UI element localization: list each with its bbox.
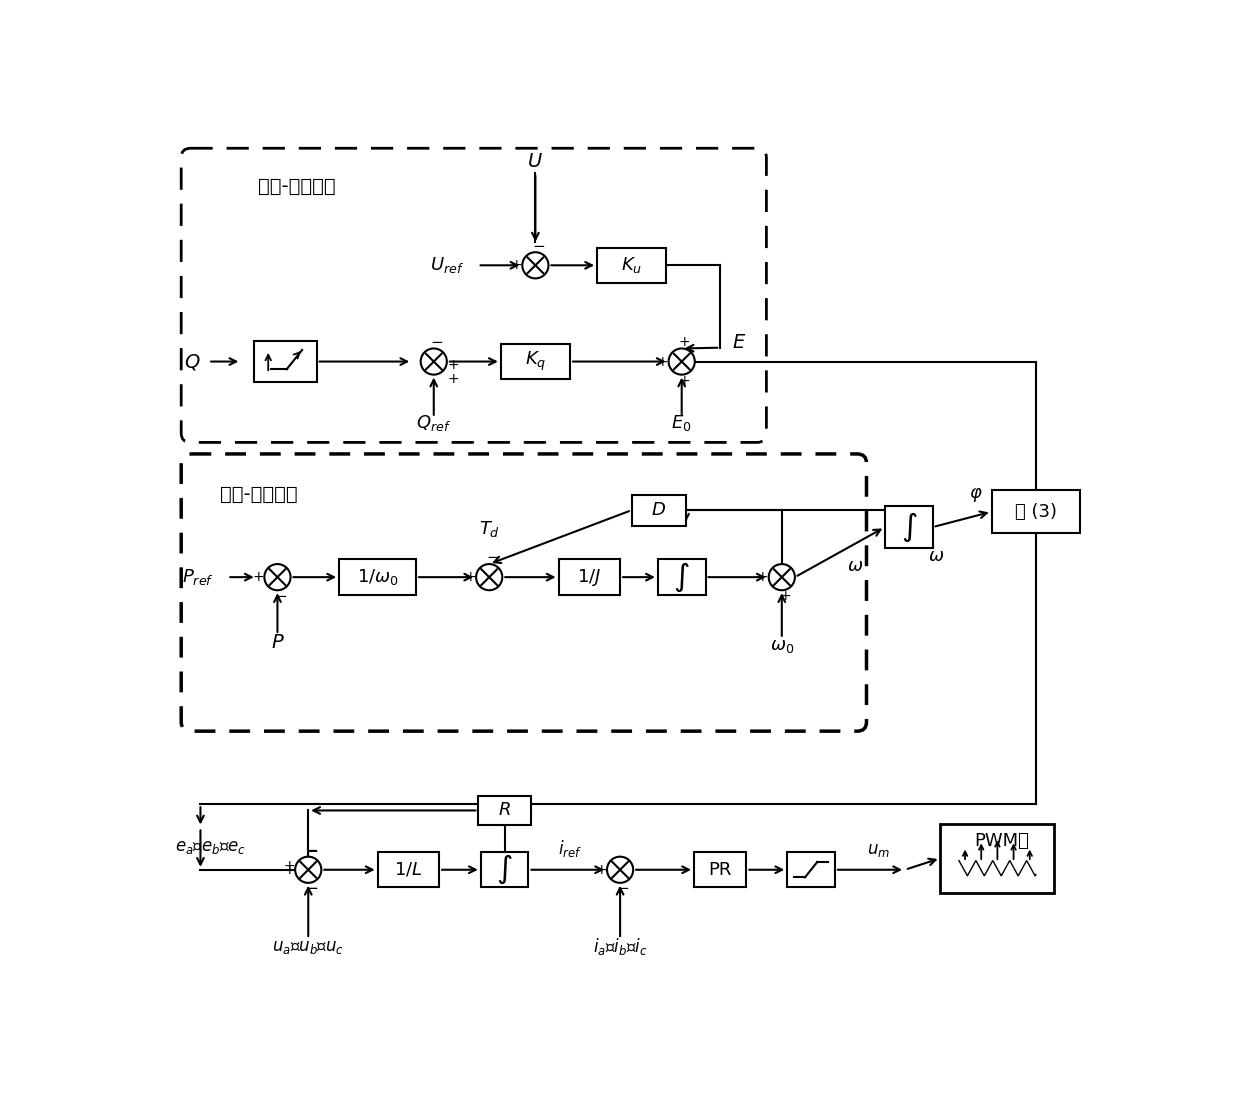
Text: −: − — [305, 843, 317, 859]
Text: $K_u$: $K_u$ — [621, 255, 642, 276]
Text: $1/\omega_0$: $1/\omega_0$ — [357, 567, 398, 587]
Bar — [992, 491, 1080, 533]
Bar — [377, 852, 439, 887]
Text: −: − — [430, 335, 443, 349]
Text: $1/J$: $1/J$ — [577, 567, 601, 588]
Text: $U_{ref}$: $U_{ref}$ — [430, 255, 464, 276]
Text: $P$: $P$ — [270, 633, 284, 652]
Text: +: + — [464, 570, 476, 585]
Text: +: + — [284, 859, 295, 872]
Bar — [658, 559, 706, 595]
Circle shape — [420, 348, 446, 374]
Text: $R$: $R$ — [498, 802, 511, 820]
Text: 式 (3): 式 (3) — [1014, 503, 1056, 521]
Text: $i_{ref}$: $i_{ref}$ — [558, 839, 582, 859]
Text: −: − — [616, 881, 630, 896]
Circle shape — [295, 857, 321, 883]
Bar — [787, 852, 835, 887]
Text: −: − — [305, 843, 317, 858]
Circle shape — [769, 564, 795, 590]
Text: $1/L$: $1/L$ — [394, 861, 423, 879]
Text: $\omega_0$: $\omega_0$ — [770, 637, 794, 655]
Circle shape — [476, 564, 502, 590]
Text: +: + — [511, 259, 522, 272]
Text: $\omega$: $\omega$ — [928, 548, 944, 566]
Bar — [479, 796, 531, 825]
Text: $\int$: $\int$ — [496, 853, 513, 886]
Text: $\omega$: $\omega$ — [847, 557, 863, 575]
Text: +: + — [779, 589, 791, 604]
Text: 无功-电压控制: 无功-电压控制 — [258, 177, 336, 196]
Text: +: + — [253, 570, 264, 585]
Text: −: − — [486, 550, 498, 566]
Text: $Q$: $Q$ — [185, 352, 201, 372]
Text: $U$: $U$ — [527, 152, 543, 171]
Circle shape — [668, 348, 694, 374]
Text: $D$: $D$ — [651, 501, 666, 520]
Bar — [596, 248, 666, 283]
Bar — [694, 852, 746, 887]
Text: $P_{ref}$: $P_{ref}$ — [182, 567, 215, 587]
Text: −: − — [532, 239, 544, 253]
Circle shape — [608, 857, 634, 883]
Text: −: − — [305, 881, 317, 896]
Text: $i_a$、$i_b$、$i_c$: $i_a$、$i_b$、$i_c$ — [593, 936, 647, 958]
Text: −: − — [274, 589, 286, 604]
Circle shape — [522, 252, 548, 279]
Text: $E_0$: $E_0$ — [671, 413, 692, 433]
FancyBboxPatch shape — [181, 148, 766, 442]
Bar — [253, 340, 316, 382]
Bar — [885, 506, 932, 548]
FancyBboxPatch shape — [181, 454, 867, 731]
Text: +: + — [283, 862, 295, 877]
Text: $T_d$: $T_d$ — [479, 519, 500, 539]
Text: PWM波: PWM波 — [973, 832, 1029, 850]
Text: +: + — [756, 570, 769, 585]
Bar — [940, 823, 1054, 893]
Text: $\int$: $\int$ — [673, 560, 689, 594]
Text: +: + — [595, 862, 606, 877]
Bar — [501, 344, 570, 380]
Text: +: + — [680, 335, 691, 349]
Text: $u_a$、$u_b$、$u_c$: $u_a$、$u_b$、$u_c$ — [273, 937, 345, 955]
Text: PR: PR — [708, 861, 732, 879]
Text: $\varphi$: $\varphi$ — [968, 486, 982, 504]
Text: $K_q$: $K_q$ — [525, 349, 546, 373]
Text: $\int$: $\int$ — [900, 511, 918, 543]
Circle shape — [264, 564, 290, 590]
Bar — [631, 495, 686, 525]
Text: +: + — [448, 358, 459, 372]
Bar — [339, 559, 417, 595]
Bar — [481, 852, 528, 887]
Text: $Q_{ref}$: $Q_{ref}$ — [417, 413, 451, 433]
Text: $E$: $E$ — [733, 333, 746, 352]
Text: +: + — [657, 355, 668, 368]
Text: $e_a$、$e_b$、$e_c$: $e_a$、$e_b$、$e_c$ — [175, 838, 246, 856]
Bar — [558, 559, 620, 595]
Text: 有功-频率控制: 有功-频率控制 — [219, 485, 298, 504]
Text: −: − — [305, 880, 317, 896]
Text: +: + — [448, 372, 459, 386]
Text: +: + — [680, 374, 691, 388]
Text: $u_m$: $u_m$ — [867, 841, 889, 859]
